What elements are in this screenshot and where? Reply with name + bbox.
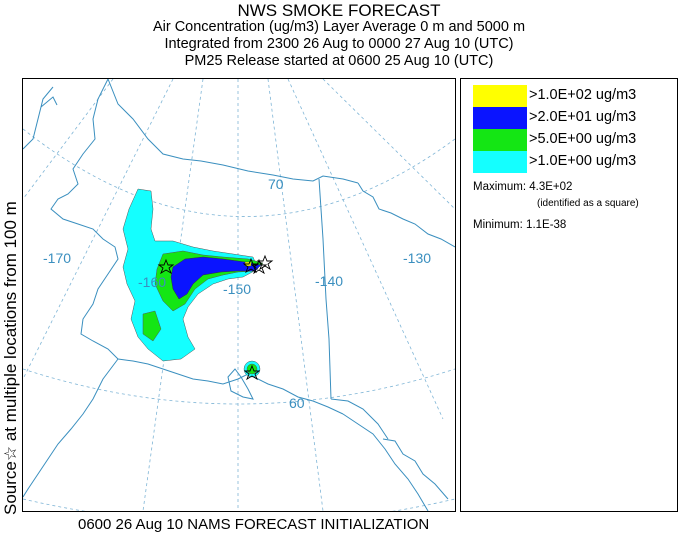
coast-peninsula [23, 358, 119, 498]
lon-label-150: -150 [223, 281, 251, 297]
plume-green-blob [142, 310, 162, 342]
source-side-label: Source☆ at multiple locations from 100 m [1, 70, 23, 515]
legend-item-3: >5.0E+00 ug/m3 [473, 129, 673, 151]
coast-panhandle [342, 413, 429, 511]
source-label-part2: at multiple locations from 100 m [1, 201, 20, 446]
legend-item-1: >1.0E+02 ug/m3 [473, 85, 673, 107]
meridian-170 [23, 79, 174, 380]
source-star-icon-4 [256, 254, 274, 271]
lon-label-160: -160 [138, 274, 166, 290]
parallel-55 [23, 498, 455, 511]
subtitle-concentration: Air Concentration (ug/m3) Layer Average … [152, 19, 526, 35]
maximum-stat: Maximum: 4.3E+02 [473, 181, 572, 193]
meridian-140 [267, 79, 324, 511]
legend-label-4: >1.0E+00 ug/m3 [529, 153, 637, 169]
parallel-70 [23, 128, 455, 217]
coast-siberia [23, 86, 58, 150]
maximum-note: (identified as a square) [537, 198, 639, 209]
map-svg: -170 -160 -150 -140 -130 70 60 [23, 79, 455, 511]
source-star-icon-3 [250, 258, 268, 275]
minimum-value: 1.1E-38 [526, 219, 567, 231]
legend-item-2: >2.0E+01 ug/m3 [473, 107, 673, 129]
maximum-label: Maximum: [473, 181, 527, 193]
smoke-map: -170 -160 -150 -140 -130 70 60 [22, 78, 456, 512]
legend-swatch-2 [473, 107, 527, 129]
lat-label-70: 70 [268, 176, 284, 192]
parallel-60 [23, 368, 455, 405]
coast-south-alaska [117, 358, 344, 415]
source-star-icon-5 [243, 364, 261, 381]
source-stars [157, 254, 274, 381]
plume-blue [170, 256, 262, 300]
meridian-135 [287, 79, 444, 420]
coast-north-slope [107, 79, 359, 184]
maximum-value: 4.3E+02 [529, 181, 573, 193]
legend-label-2: >2.0E+01 ug/m3 [529, 109, 637, 125]
subtitle-release: PM25 Release started at 0600 25 Aug 10 (… [184, 53, 494, 69]
legend-label-1: >1.0E+02 ug/m3 [529, 87, 637, 103]
plume-green-south [246, 363, 258, 375]
border-line [318, 178, 332, 400]
legend-panel: >1.0E+02 ug/m3 >2.0E+01 ug/m3 >5.0E+00 u… [460, 78, 678, 512]
source-label-part1: Source [1, 461, 20, 515]
legend-swatch-3 [473, 129, 527, 151]
meridian-130 [322, 79, 455, 210]
legend-label-3: >5.0E+00 ug/m3 [529, 131, 637, 147]
coast-kenai [227, 368, 254, 400]
coast-canada-arctic [357, 182, 455, 248]
coast-west-alaska [50, 79, 119, 360]
lon-label-140: -140 [315, 273, 343, 289]
lat-label-60: 60 [289, 395, 305, 411]
footer-initialization: 0600 26 Aug 10 NAMS FORECAST INITIALIZAT… [78, 516, 430, 533]
source-star-icon-2 [242, 257, 260, 274]
border-panhandle [330, 398, 389, 440]
legend-swatch-4 [473, 151, 527, 173]
legend-swatch-1 [473, 85, 527, 107]
source-star-icon-1 [157, 258, 175, 275]
plume-blue-shape [170, 256, 262, 300]
lon-label-170: -170 [43, 250, 71, 266]
chart-title: NWS SMOKE FORECAST [237, 1, 441, 20]
source-star-icon: ☆ [1, 445, 20, 462]
subtitle-integration: Integrated from 2300 26 Aug to 0000 27 A… [164, 36, 514, 52]
minimum-stat: Minimum: 1.1E-38 [473, 219, 566, 231]
coastline [23, 79, 455, 511]
minimum-label: Minimum: [473, 219, 523, 231]
lon-label-130: -130 [403, 250, 431, 266]
coast-islands [382, 438, 449, 500]
legend-item-4: >1.0E+00 ug/m3 [473, 151, 673, 173]
